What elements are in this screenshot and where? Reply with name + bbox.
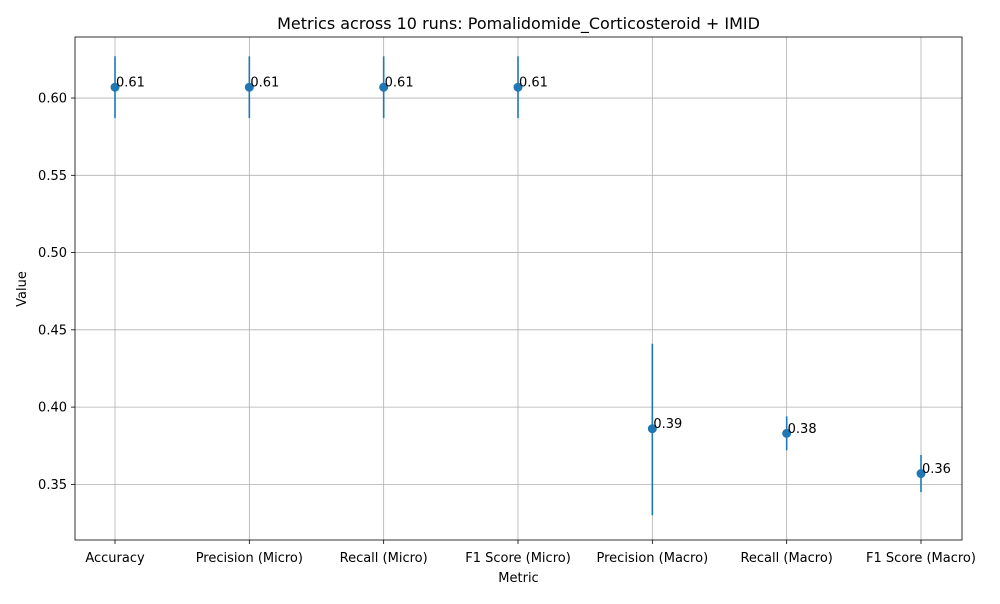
data-label: 0.39 bbox=[653, 417, 682, 432]
y-axis-label: Value bbox=[15, 271, 30, 307]
data-label: 0.61 bbox=[519, 76, 548, 91]
plot-frame bbox=[74, 36, 963, 541]
data-point bbox=[110, 82, 120, 92]
x-tick-label: F1 Score (Micro) bbox=[465, 551, 571, 566]
axis-ticks: 0.35 0.40 0.45 0.50 0.55 0.60 Accuracy Precisio… bbox=[38, 92, 976, 566]
x-tick-label: Precision (Micro) bbox=[196, 551, 303, 566]
y-tick-label: 0.60 bbox=[38, 92, 67, 107]
y-tick-label: 0.45 bbox=[38, 323, 67, 338]
data-point bbox=[916, 469, 926, 479]
data-label: 0.61 bbox=[116, 76, 145, 91]
chart-title: Metrics across 10 runs: Pomalidomide_Cor… bbox=[277, 14, 760, 34]
x-axis-label: Metric bbox=[498, 571, 538, 586]
data-point bbox=[244, 82, 254, 92]
data-point bbox=[647, 424, 657, 434]
y-tick-label: 0.35 bbox=[38, 478, 67, 493]
x-tick-label: Recall (Micro) bbox=[340, 551, 428, 566]
data-point bbox=[379, 82, 389, 92]
y-tick-label: 0.55 bbox=[38, 169, 67, 184]
data-label: 0.61 bbox=[385, 76, 414, 91]
data-label: 0.36 bbox=[922, 462, 951, 477]
y-tick-label: 0.40 bbox=[38, 401, 67, 416]
data-point bbox=[513, 82, 523, 92]
x-tick-label: Recall (Macro) bbox=[740, 551, 832, 566]
plot-marks: 0.61 0.61 0.61 0.61 0.39 0.38 0.36 bbox=[110, 56, 951, 516]
data-label: 0.38 bbox=[788, 422, 817, 437]
x-tick-label: Precision (Macro) bbox=[597, 551, 709, 566]
data-label: 0.61 bbox=[250, 76, 279, 91]
x-tick-label: F1 Score (Macro) bbox=[866, 551, 976, 566]
data-point bbox=[782, 428, 792, 438]
x-tick-label: Accuracy bbox=[85, 551, 145, 566]
y-tick-label: 0.50 bbox=[38, 246, 67, 261]
